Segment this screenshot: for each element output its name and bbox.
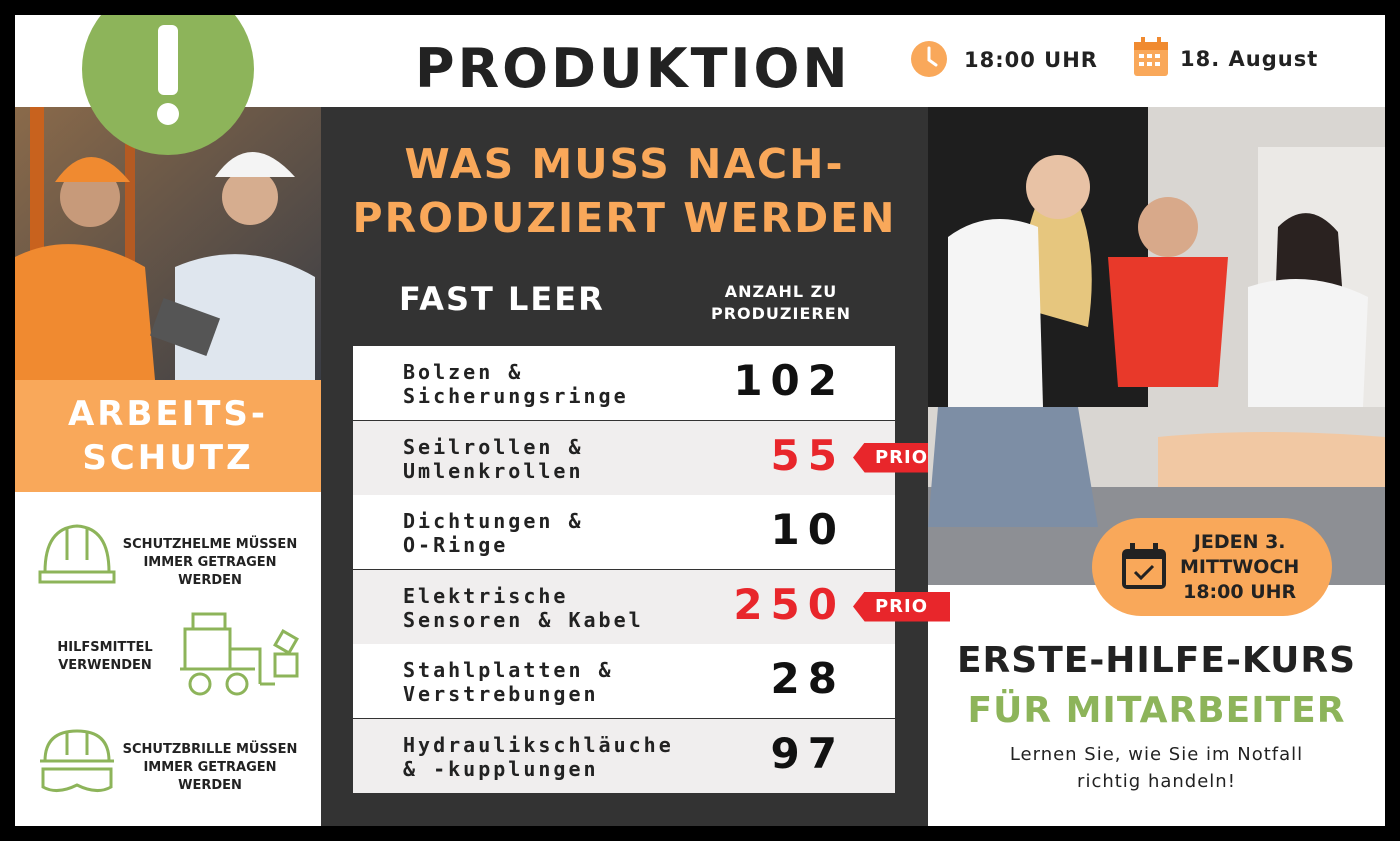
item-name-line: Hydraulikschläuche (403, 732, 674, 757)
course-text-line: Lernen Sie, wie Sie im Notfall (1009, 744, 1304, 765)
header-date: 18. August (1180, 47, 1319, 71)
safety-title: ARBEITS- SCHUTZ (15, 380, 321, 492)
item-name: Hydraulikschläuche & -kupplungen (403, 733, 674, 781)
table-row: Dichtungen & O-Ringe 10 (353, 495, 895, 569)
item-name-line: O-Ringe (403, 533, 509, 557)
item-name-line: Bolzen & (403, 360, 524, 384)
item-name-line: Umlenkrollen (403, 458, 584, 483)
column-count: ANZAHL ZU PRODUZIEREN (681, 281, 881, 325)
course-text-line: richtig handeln! (1077, 771, 1236, 792)
item-name-line: Seilrollen & (403, 434, 584, 459)
item-line: VERWENDEN (58, 658, 152, 673)
item-name-line: Dichtungen & (403, 509, 584, 533)
course-subtitle: FÜR MITARBEITER (967, 690, 1346, 731)
table-row: Elektrische Sensoren & Kabel 250 (353, 569, 895, 644)
item-name-line: Sicherungsringe (403, 384, 629, 408)
item-name-line: Stahlplatten & (403, 658, 614, 682)
safety-item: SCHUTZBRILLE MÜSSEN IMMER GETRAGEN WERDE… (110, 741, 310, 795)
heading-line: WAS MUSS NACH- (404, 140, 845, 188)
item-name: Seilrollen & Umlenkrollen (403, 435, 584, 483)
production-panel: WAS MUSS NACH- PRODUZIERT WERDEN FAST LE… (321, 107, 950, 826)
item-line: WERDEN (178, 778, 242, 793)
item-line: SCHUTZHELME MÜSSEN (122, 537, 298, 552)
first-aid-photo (928, 107, 1385, 585)
item-line: WERDEN (178, 573, 242, 588)
item-line: SCHUTZBRILLE MÜSSEN (122, 742, 298, 757)
column-count-line: ANZAHL ZU (724, 282, 838, 301)
schedule-line: 18:00 UHR (1183, 581, 1297, 603)
column-name: FAST LEER (399, 280, 605, 318)
safety-item: HILFSMITTEL VERWENDEN (35, 639, 175, 675)
safety-item: SCHUTZHELME MÜSSEN IMMER GETRAGEN WERDEN (110, 536, 310, 590)
table-row: Seilrollen & Umlenkrollen 55 (353, 420, 895, 495)
schedule-line: MITTWOCH (1180, 556, 1300, 578)
safety-title-line: SCHUTZ (82, 438, 254, 478)
item-name-line: Verstrebungen (403, 682, 599, 706)
alert-badge (82, 15, 254, 155)
helmet-icon (38, 524, 116, 584)
item-count: 250 (733, 579, 845, 629)
goggles-icon (40, 729, 114, 792)
item-count: 28 (770, 654, 845, 703)
item-name-line: Sensoren & Kabel (403, 607, 644, 632)
calendar-check-icon (1122, 543, 1166, 589)
header-title: PRODUKTION (415, 37, 851, 100)
item-line: IMMER GETRAGEN (143, 760, 277, 775)
item-name: Stahlplatten & Verstrebungen (403, 658, 614, 706)
item-count: 10 (770, 505, 845, 554)
item-count: 102 (733, 356, 845, 405)
table-row: Stahlplatten & Verstrebungen 28 (353, 644, 895, 718)
schedule-text: JEDEN 3. MITTWOCH 18:00 UHR (1180, 530, 1299, 605)
item-line: HILFSMITTEL (57, 640, 153, 655)
table-row: Bolzen & Sicherungsringe 102 (353, 346, 895, 420)
prio-flag: PRIO (853, 591, 950, 622)
header-time: 18:00 UHR (964, 48, 1098, 72)
forklift-icon (180, 612, 299, 696)
item-name-line: Elektrische (403, 583, 569, 608)
heading-line: PRODUZIERT WERDEN (352, 194, 897, 242)
column-count-line: PRODUZIEREN (710, 304, 852, 323)
item-name-line: & -kupplungen (403, 756, 599, 781)
calendar-icon (1134, 37, 1168, 76)
sign: PRODUKTION 18:00 UHR 18. August ARBEITS-… (15, 15, 1385, 826)
item-count: 97 (770, 728, 845, 778)
clock-icon (911, 41, 947, 77)
item-line: IMMER GETRAGEN (143, 555, 277, 570)
schedule-line: JEDEN 3. (1193, 531, 1286, 553)
item-count: 55 (770, 430, 845, 480)
production-table: Bolzen & Sicherungsringe 102 Seilrollen & Um… (353, 346, 895, 793)
course-text: Lernen Sie, wie Sie im Notfall richtig h… (928, 741, 1385, 795)
item-name: Dichtungen & O-Ringe (403, 509, 584, 557)
safety-title-line: ARBEITS- (67, 394, 269, 434)
item-name: Bolzen & Sicherungsringe (403, 360, 629, 408)
course-title: ERSTE-HILFE-KURS (956, 640, 1357, 681)
production-heading: WAS MUSS NACH- PRODUZIERT WERDEN (321, 137, 928, 245)
table-row: Hydraulikschläuche & -kupplungen 97 (353, 718, 895, 793)
item-name: Elektrische Sensoren & Kabel (403, 584, 644, 632)
